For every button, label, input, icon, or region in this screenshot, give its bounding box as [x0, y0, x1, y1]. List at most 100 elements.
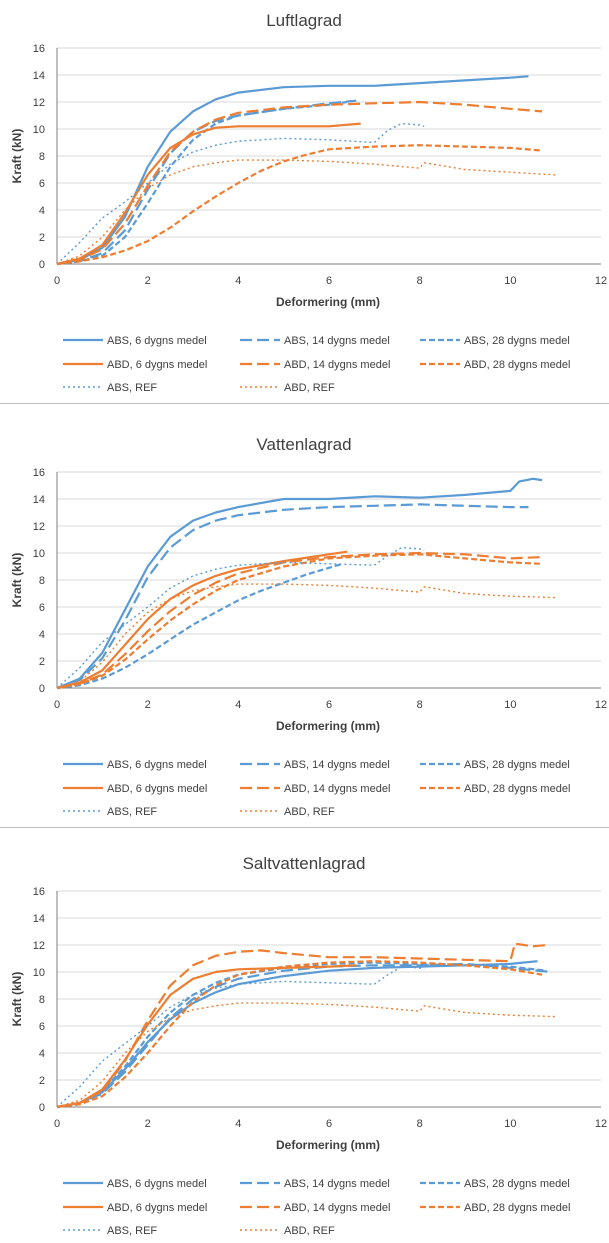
series-line-1 — [56, 962, 552, 1109]
y-axis-title: Kraft (kN) — [10, 129, 24, 184]
x-tick-label: 4 — [235, 1118, 241, 1130]
x-tick-label: 2 — [145, 275, 151, 287]
series-line-1 — [56, 503, 529, 690]
chart-stack: Luftlagrad 0 2 4 6 8 10 12 14 16 0 2 4 6 8 10 12 Deformer… — [10, 11, 607, 1237]
y-tick-label: 4 — [39, 1048, 45, 1060]
x-tick-label: 0 — [54, 699, 60, 711]
y-tick-label: 10 — [33, 124, 45, 136]
legend-label: ABS, 6 dygns medel — [107, 759, 207, 771]
y-tick-label: 4 — [39, 629, 45, 641]
y-tick-label: 14 — [33, 70, 45, 82]
y-tick-label: 14 — [33, 494, 45, 506]
legend-label: ABD, 6 dygns medel — [107, 783, 207, 795]
series-line-6 — [56, 122, 425, 265]
y-axis-title: Kraft (kN) — [10, 553, 24, 608]
x-tick-label: 10 — [504, 699, 516, 711]
y-axis-title: Kraft (kN) — [10, 972, 24, 1027]
x-axis-title: Deformering (mm) — [276, 295, 380, 309]
y-tick-label: 2 — [39, 656, 45, 668]
x-tick-label: 4 — [235, 699, 241, 711]
series-line-3 — [56, 122, 361, 266]
y-tick-label: 8 — [39, 151, 45, 163]
x-tick-label: 6 — [326, 275, 332, 287]
legend-label: ABS, 6 dygns medel — [107, 335, 207, 347]
x-tick-label: 8 — [417, 275, 423, 287]
y-tick-label: 6 — [39, 178, 45, 190]
legend-label: ABD, 6 dygns medel — [107, 359, 207, 371]
series-line-0 — [56, 960, 538, 1109]
x-axis-title: Deformering (mm) — [276, 719, 380, 733]
legend-label: ABD, REF — [284, 806, 335, 818]
legend-label: ABS, REF — [107, 382, 157, 394]
x-tick-label: 8 — [417, 1118, 423, 1130]
x-tick-label: 8 — [417, 699, 423, 711]
y-tick-label: 0 — [39, 683, 45, 695]
series-line-3 — [56, 964, 357, 1109]
x-tick-label: 2 — [145, 699, 151, 711]
legend-label: ABD, 14 dygns medel — [284, 359, 390, 371]
legend-label: ABD, 28 dygns medel — [464, 783, 570, 795]
x-tick-label: 4 — [235, 275, 241, 287]
y-tick-label: 8 — [39, 575, 45, 587]
y-tick-label: 4 — [39, 205, 45, 217]
legend-label: ABS, 28 dygns medel — [464, 759, 570, 771]
y-tick-label: 12 — [33, 940, 45, 952]
y-tick-label: 14 — [33, 913, 45, 925]
series-line-6 — [56, 965, 425, 1108]
legend-label: ABD, 28 dygns medel — [464, 1202, 570, 1214]
x-tick-label: 12 — [595, 1118, 607, 1130]
y-tick-label: 10 — [33, 967, 45, 979]
legend-label: ABS, REF — [107, 806, 157, 818]
series-line-7 — [56, 159, 556, 265]
chart-2: Saltvattenlagrad 0 2 4 6 8 10 12 14 16 0 2 4 6 8 10 12 De… — [10, 854, 607, 1237]
chart-title: Luftlagrad — [266, 11, 342, 30]
legend-label: ABS, 6 dygns medel — [107, 1178, 207, 1190]
x-tick-label: 2 — [145, 1118, 151, 1130]
legend-label: ABS, 14 dygns medel — [284, 1178, 390, 1190]
chart-1: Vattenlagrad 0 2 4 6 8 10 12 14 16 0 2 4 6 8 10 12 Deform… — [10, 435, 607, 818]
series-line-5 — [56, 553, 543, 690]
x-tick-label: 6 — [326, 1118, 332, 1130]
legend-label: ABD, 14 dygns medel — [284, 1202, 390, 1214]
series-line-2 — [56, 562, 343, 690]
series-line-7 — [56, 1002, 556, 1108]
series-line-1 — [56, 99, 357, 266]
x-tick-label: 10 — [504, 275, 516, 287]
chart-divider — [0, 403, 609, 404]
chart-title: Vattenlagrad — [256, 435, 351, 454]
y-tick-label: 2 — [39, 1075, 45, 1087]
series-line-3 — [56, 550, 348, 690]
series-line-2 — [56, 100, 348, 266]
legend-label: ABS, 28 dygns medel — [464, 335, 570, 347]
chart-title: Saltvattenlagrad — [243, 854, 366, 873]
x-tick-label: 6 — [326, 699, 332, 711]
chart-divider — [0, 827, 609, 828]
legend-label: ABD, REF — [284, 1225, 335, 1237]
legend-label: ABS, 14 dygns medel — [284, 335, 390, 347]
x-axis-title: Deformering (mm) — [276, 1138, 380, 1152]
y-tick-label: 0 — [39, 259, 45, 271]
x-tick-label: 0 — [54, 275, 60, 287]
series-line-5 — [56, 960, 543, 1109]
y-tick-label: 16 — [33, 886, 45, 898]
y-tick-label: 6 — [39, 602, 45, 614]
legend-label: ABS, 14 dygns medel — [284, 759, 390, 771]
y-tick-label: 16 — [33, 467, 45, 479]
y-tick-label: 8 — [39, 994, 45, 1006]
x-tick-label: 12 — [595, 699, 607, 711]
y-tick-label: 12 — [33, 521, 45, 533]
series-line-4 — [56, 100, 543, 266]
legend-label: ABS, 28 dygns medel — [464, 1178, 570, 1190]
y-tick-label: 10 — [33, 548, 45, 560]
x-tick-label: 0 — [54, 1118, 60, 1130]
y-tick-label: 6 — [39, 1021, 45, 1033]
series-line-0 — [56, 477, 543, 690]
legend-label: ABD, REF — [284, 382, 335, 394]
x-tick-label: 10 — [504, 1118, 516, 1130]
legend-label: ABS, REF — [107, 1225, 157, 1237]
legend-label: ABD, 6 dygns medel — [107, 1202, 207, 1214]
chart-0: Luftlagrad 0 2 4 6 8 10 12 14 16 0 2 4 6 8 10 12 Deformer… — [10, 11, 607, 394]
series-line-5 — [56, 144, 543, 266]
y-tick-label: 12 — [33, 97, 45, 109]
legend-label: ABD, 28 dygns medel — [464, 359, 570, 371]
